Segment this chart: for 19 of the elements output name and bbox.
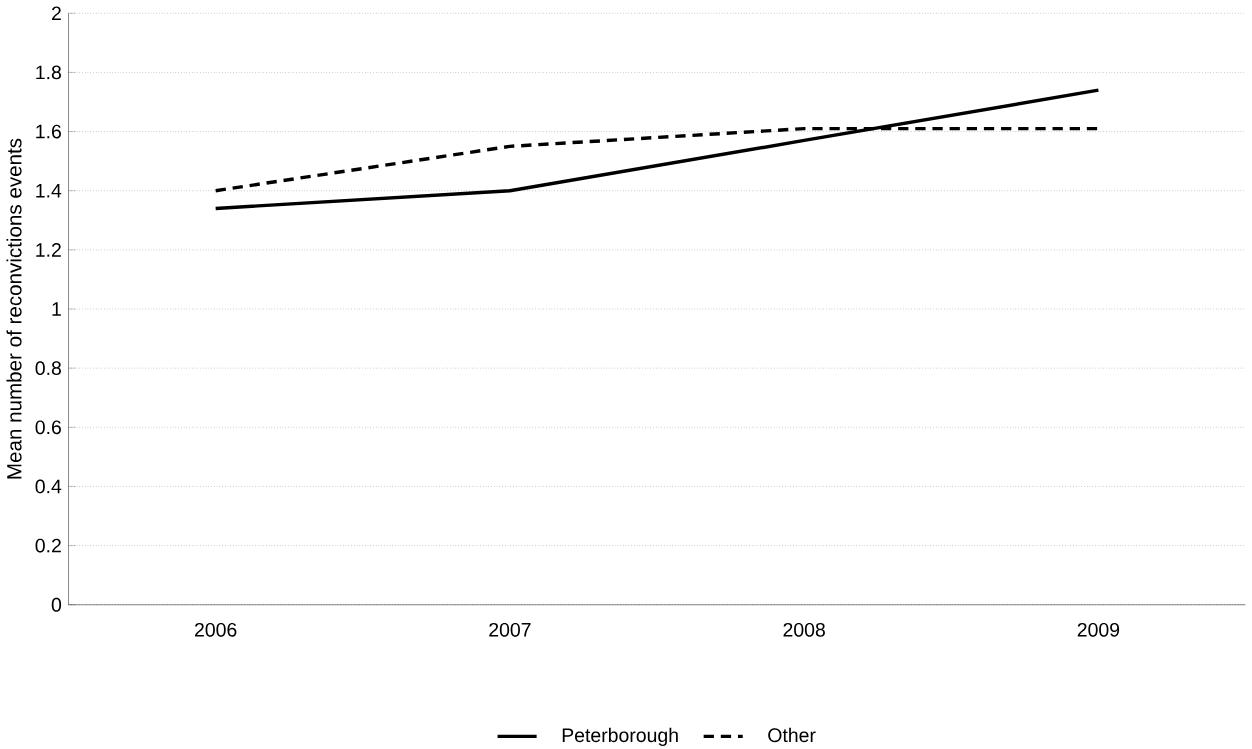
line-series [213, 88, 1101, 210]
y-tick-label: 1.8 [36, 65, 61, 80]
y-tick-label: 1 [52, 302, 61, 316]
legend-label: Other [768, 727, 816, 742]
y-tick-label: 0.8 [35, 361, 61, 375]
y-tick-label: 0 [51, 597, 62, 612]
y-tick-label: 1.6 [36, 124, 61, 139]
x-tick-label: 2008 [783, 622, 825, 637]
x-tick-label: 2009 [1077, 622, 1120, 637]
x-tick-label: 2007 [489, 622, 531, 637]
legend-label: Peterborough [562, 727, 678, 746]
y-tick-label: 0.6 [35, 420, 61, 434]
x-tick-label: 2006 [195, 622, 237, 637]
y-tick-label: 2 [51, 6, 61, 20]
y-axis-title: Mean number of reconvictions events [6, 138, 22, 479]
y-tick-label: 0.4 [35, 479, 62, 494]
y-tick-label: 0.2 [35, 538, 61, 553]
y-tick-label: 1.2 [36, 242, 61, 257]
y-tick-label: 1.4 [36, 183, 62, 198]
